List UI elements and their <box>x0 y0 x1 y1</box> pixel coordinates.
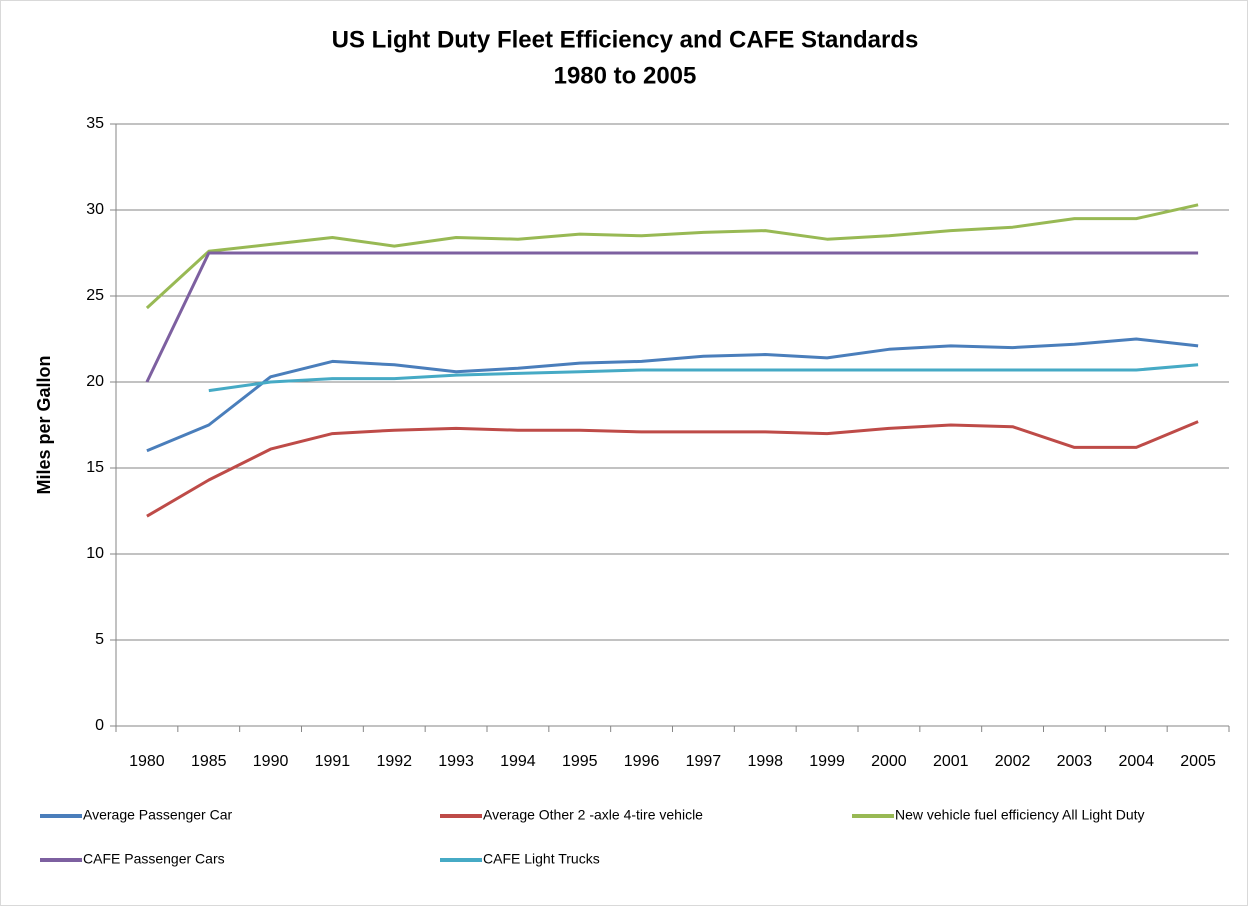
y-axis-title: Miles per Gallon <box>34 355 54 494</box>
y-tick-label: 15 <box>86 459 104 476</box>
legend-label: Average Passenger Car <box>83 807 232 823</box>
x-tick-label: 1990 <box>253 753 289 770</box>
chart-title: US Light Duty Fleet Efficiency and CAFE … <box>332 26 919 53</box>
x-tick-label: 2000 <box>871 753 907 770</box>
x-tick-label: 1999 <box>809 753 845 770</box>
legend-label: New vehicle fuel efficiency All Light Du… <box>895 807 1145 823</box>
x-tick-label: 1995 <box>562 753 598 770</box>
legend-label: CAFE Light Trucks <box>483 851 600 867</box>
series-line <box>146 337 1199 453</box>
series-line <box>146 420 1199 518</box>
x-tick-label: 2005 <box>1180 753 1216 770</box>
x-tick-label: 1994 <box>500 753 536 770</box>
series-line <box>145 251 1199 383</box>
x-tick-label: 2004 <box>1118 753 1154 770</box>
x-tick-label: 1985 <box>191 753 227 770</box>
x-tick-label: 2003 <box>1057 753 1093 770</box>
x-tick-label: 1993 <box>438 753 474 770</box>
y-tick-label: 35 <box>86 115 104 132</box>
x-tick-label: 1980 <box>129 753 165 770</box>
y-tick-label: 0 <box>95 717 104 734</box>
x-tick-label: 1991 <box>315 753 351 770</box>
x-tick-label: 1997 <box>686 753 722 770</box>
series-line <box>145 203 1199 310</box>
x-tick-label: 2002 <box>995 753 1031 770</box>
chart-subtitle: 1980 to 2005 <box>554 62 697 89</box>
x-tick-label: 1996 <box>624 753 660 770</box>
y-tick-label: 20 <box>86 373 104 390</box>
y-tick-label: 10 <box>86 545 104 562</box>
y-tick-label: 5 <box>95 631 104 648</box>
series-line <box>208 363 1199 393</box>
legend-label: CAFE Passenger Cars <box>83 851 225 867</box>
y-tick-label: 30 <box>86 201 104 218</box>
legend-label: Average Other 2 -axle 4-tire vehicle <box>483 807 703 823</box>
x-tick-label: 1998 <box>747 753 783 770</box>
y-tick-label: 25 <box>86 287 104 304</box>
x-tick-label: 2001 <box>933 753 969 770</box>
x-tick-label: 1992 <box>376 753 412 770</box>
